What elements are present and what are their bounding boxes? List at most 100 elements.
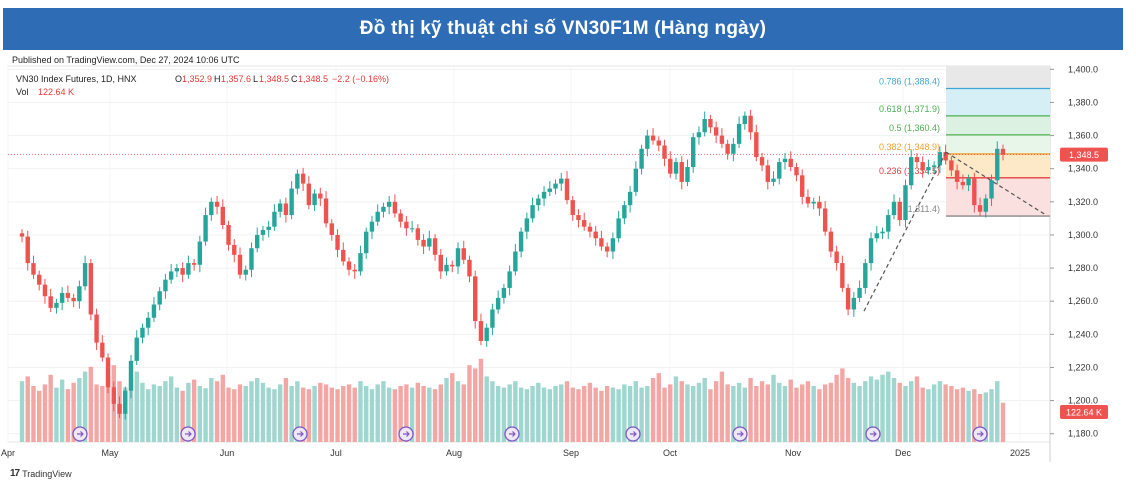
y-tick-label: 1,380.0 (1068, 97, 1098, 107)
y-tick-label: 1,340.0 (1068, 164, 1098, 174)
volume-bar (914, 376, 920, 442)
volume-bar (926, 389, 931, 442)
volume-bar (702, 378, 707, 442)
last-volume-tag (1060, 405, 1108, 419)
volume-bar (989, 389, 994, 442)
candle-body (358, 253, 363, 272)
candle-body (77, 286, 82, 302)
volume-bar (100, 386, 105, 442)
candle-body (748, 115, 753, 133)
candle-body (277, 203, 283, 212)
candle-body (260, 229, 266, 235)
candle-body (450, 264, 455, 267)
volume-bar (662, 387, 667, 442)
candle-body (536, 198, 541, 206)
y-tick-label: 1,280.0 (1068, 263, 1098, 273)
candle-body (42, 284, 48, 297)
event-arrow-icon (297, 431, 304, 437)
candle-body (375, 211, 380, 222)
candle-body (335, 234, 340, 250)
candle-body (186, 263, 191, 275)
chart-title: Đồ thị kỹ thuật chỉ số VN30F1M (Hàng ngà… (359, 18, 767, 39)
volume-bar (277, 384, 283, 442)
volume-bar (358, 381, 363, 442)
volume-bar (352, 387, 357, 442)
candle-body (513, 251, 518, 272)
candle-body (811, 201, 816, 204)
volume-bar (398, 386, 403, 442)
candle-body (157, 291, 162, 305)
candle-body (272, 211, 277, 227)
candle-body (645, 135, 650, 149)
volume-bar (444, 378, 449, 442)
event-arrow-icon (737, 431, 744, 437)
candle-body (782, 158, 788, 163)
volume-bar (19, 381, 25, 442)
volume-bar (226, 387, 231, 442)
volume-bar (473, 368, 478, 442)
volume-bar (71, 382, 76, 442)
volume-bar (157, 386, 162, 442)
volume-bar (616, 389, 621, 442)
volume-bar (42, 384, 48, 442)
candle-body (461, 248, 466, 260)
volume-bar (209, 378, 214, 442)
volume-bar (788, 379, 793, 442)
candle-body (473, 276, 478, 322)
volume-bar (782, 386, 788, 442)
candle-body (582, 220, 587, 227)
volume-bar (513, 381, 518, 442)
candle-body (983, 198, 988, 212)
candle-body (559, 178, 564, 184)
event-arrow-icon (977, 431, 984, 437)
candle-body (742, 115, 748, 124)
volume-bar (59, 379, 65, 442)
volume-bar (31, 386, 36, 442)
candle-body (989, 180, 994, 199)
fib-level-label: 0.5 (1,360.4) (889, 123, 940, 133)
volume-bar (507, 384, 512, 442)
legend-open: 1,352.9 (182, 74, 212, 84)
volume-bar (949, 386, 954, 442)
volume-bar (128, 378, 134, 442)
candle-body (369, 221, 375, 232)
volume-bar (467, 365, 472, 442)
candle-body (547, 188, 552, 192)
candle-body (117, 403, 122, 414)
candle-body (691, 137, 696, 168)
volume-bar (300, 387, 306, 442)
volume-bar (863, 381, 868, 442)
candle-body (427, 238, 432, 247)
volume-bar (501, 387, 507, 442)
axis-layer: 1,180.0 1,200.0 1,220.0 1,240.0 1,260.0 1,280… (1, 64, 1108, 458)
candle-body (874, 233, 879, 239)
candle-body (255, 234, 260, 249)
volume-bar (386, 387, 392, 442)
volume-bar (765, 384, 770, 442)
candle-body (467, 259, 472, 277)
candle-body (817, 201, 822, 209)
volume-bar (627, 386, 633, 442)
candle-body (834, 251, 839, 264)
candle-body (995, 148, 1000, 181)
candle-body (191, 263, 197, 265)
volume-bar (874, 379, 879, 442)
volume-bar (868, 376, 874, 442)
volume-bar (266, 387, 271, 442)
y-tick-label: 1,400.0 (1068, 64, 1098, 74)
volume-bar (369, 389, 375, 442)
candle-body (392, 201, 398, 214)
candle-body (851, 297, 857, 310)
candle-body (249, 248, 254, 270)
volume-bar (249, 381, 254, 442)
volume-bar (48, 374, 53, 442)
volume-bar (174, 387, 180, 442)
candle-body (668, 158, 673, 174)
volume-bar (650, 378, 656, 442)
volume-bar (427, 387, 432, 442)
volume-bar (140, 382, 145, 442)
volume-bar (903, 386, 908, 442)
trend-line (863, 151, 947, 312)
